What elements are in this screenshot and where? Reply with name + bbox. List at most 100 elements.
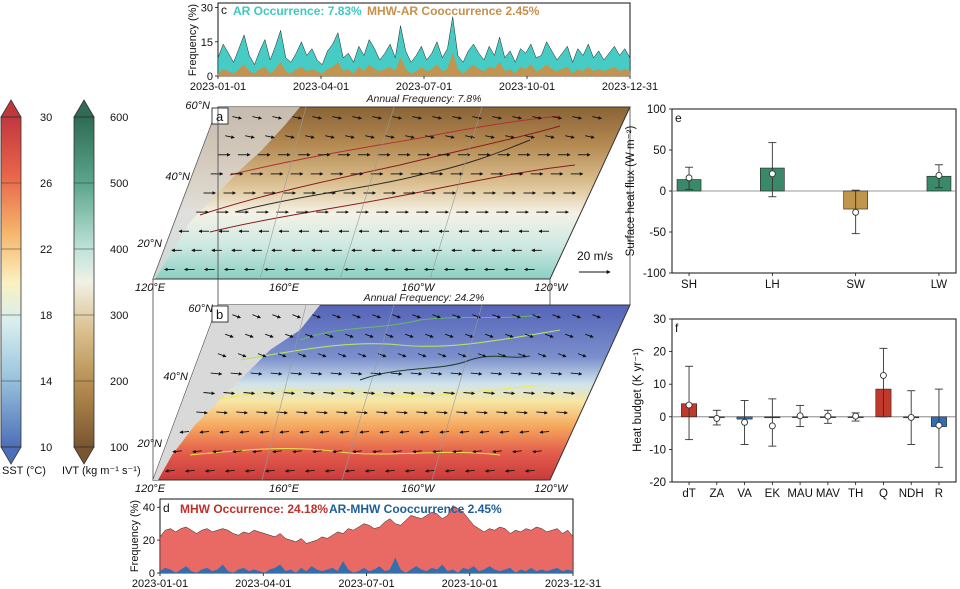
map-a-wind-arrow bbox=[232, 116, 242, 120]
panel-f-xtick-label: EK bbox=[765, 488, 781, 500]
map-b-wind-arrow bbox=[299, 430, 310, 434]
map-b-wind-arrow bbox=[370, 371, 383, 376]
panel-f-marker bbox=[935, 421, 943, 429]
map-b-wind-arrow bbox=[317, 353, 327, 358]
panel-f-xtick-label: ZA bbox=[709, 488, 724, 500]
map-b-wind-arrow bbox=[410, 371, 423, 376]
map-b-wind-arrow bbox=[456, 410, 468, 415]
map-b-wind-arrow bbox=[172, 449, 182, 454]
map-b-wind-arrow bbox=[332, 449, 342, 454]
map-b-wind-arrow bbox=[359, 430, 370, 434]
panel-e-ytick-label: -100 bbox=[643, 268, 666, 280]
panel-d: d MHW Occurrence: 24.18% AR-MHW Cooccurr… bbox=[129, 498, 601, 589]
panel-f-xtick-label: MAV bbox=[816, 488, 840, 500]
map-b-wind-arrow bbox=[336, 410, 348, 415]
map-b-lon-160e: 160°E bbox=[269, 483, 300, 495]
map-b-wind-arrow bbox=[357, 353, 367, 358]
map-a-wind-arrow bbox=[565, 135, 575, 139]
map-b-land bbox=[153, 305, 320, 480]
map-b-wind-arrow bbox=[376, 410, 388, 415]
map-b-wind-arrow bbox=[245, 469, 255, 473]
panel-f-xtick-label: dT bbox=[682, 488, 695, 500]
map-b-wind-arrow bbox=[416, 410, 428, 415]
panel-e-xtick-label: LW bbox=[931, 279, 948, 291]
map-b-wind-arrow bbox=[423, 391, 436, 396]
map-b-letter-box bbox=[211, 305, 229, 323]
panel-d-letter: d bbox=[163, 501, 170, 515]
panel-f-marker bbox=[824, 412, 832, 420]
panel-d-xtick-label: 2023-01-01 bbox=[132, 578, 188, 589]
map-a-wind-arrow bbox=[292, 116, 302, 120]
map-b-lat-20: 20°N bbox=[136, 438, 162, 450]
map-b-wind-arrow bbox=[216, 410, 228, 415]
map-b-wind-arrow bbox=[292, 449, 302, 454]
map-a-letter: a bbox=[216, 109, 224, 124]
map-a-lat-20: 20°N bbox=[136, 238, 162, 250]
map-b-wind-arrow bbox=[385, 333, 394, 338]
panel-c-xtick-label: 2023-01-01 bbox=[190, 81, 246, 93]
map-b-wind-arrow bbox=[516, 410, 528, 415]
map-b-wind-arrow bbox=[305, 333, 314, 338]
panel-f-marker bbox=[741, 418, 749, 426]
map-b-wind-arrow bbox=[436, 410, 448, 415]
map-a-lat-60: 60°N bbox=[185, 100, 210, 112]
map-a-wind-arrow bbox=[445, 135, 455, 139]
map-b-wind-arrow bbox=[232, 314, 241, 319]
map-b-wind-arrow bbox=[252, 314, 261, 319]
panel-f-xtick-label: NDH bbox=[899, 488, 924, 500]
sst-colorbar-tick-label: 18 bbox=[40, 310, 52, 322]
map-b-wind-arrow bbox=[536, 410, 548, 415]
map-b-lon-120e: 120°E bbox=[135, 483, 166, 495]
ivt-colorbar-tick-label: 500 bbox=[110, 178, 128, 190]
map-b-wind-arrow bbox=[479, 430, 490, 434]
map-a-wind-arrow bbox=[352, 116, 362, 120]
map-b-wind-arrow bbox=[557, 353, 567, 358]
map-b-wind-arrow bbox=[512, 314, 521, 319]
map-b-wind-arrow bbox=[272, 314, 281, 319]
panel-f-marker bbox=[685, 401, 693, 409]
map-b-wind-arrow bbox=[237, 353, 247, 358]
sst-colorbar-label: SST (°C) bbox=[2, 465, 46, 477]
map-b-contour-2 bbox=[239, 329, 561, 361]
ivt-colorbar-label: IVT (kg m⁻¹ s⁻¹) bbox=[62, 465, 141, 477]
map-b-wind-arrow bbox=[330, 371, 343, 376]
map-b-wind-arrow bbox=[257, 353, 267, 358]
panel-d-ytick-label: 20 bbox=[143, 535, 155, 547]
panel-f-xtick-label: R bbox=[935, 488, 943, 500]
map-b-wind-arrow bbox=[539, 430, 550, 434]
panel-f-xtick-label: Q bbox=[879, 488, 888, 500]
map-b-wind-arrow bbox=[532, 449, 542, 454]
map-b-wind-arrow bbox=[552, 314, 561, 319]
panel-d-xtick-label: 2023-12-31 bbox=[545, 578, 601, 589]
panel-c-ytick-label: 30 bbox=[201, 3, 213, 15]
panel-f-marker bbox=[713, 414, 721, 422]
map-a-wind-arrow bbox=[265, 135, 275, 139]
map-a: a Annual Frequency: 7.8% 60°N 40°N 20°N … bbox=[135, 93, 631, 294]
map-b-wind-arrow bbox=[385, 469, 395, 473]
map-a-wind-arrow bbox=[585, 135, 595, 139]
map-b-wind-arrow bbox=[492, 449, 502, 454]
map-b-wind-arrow bbox=[310, 371, 323, 376]
panel-d-ytick-label: 40 bbox=[143, 502, 155, 514]
map-b-wind-arrow bbox=[303, 391, 316, 396]
panel-e-xtick-label: LH bbox=[765, 279, 780, 291]
panel-e-xtick-label: SH bbox=[681, 279, 697, 291]
map-b-wind-arrow bbox=[270, 371, 283, 376]
map-b-contour-5 bbox=[189, 448, 501, 456]
map-b-wind-arrow bbox=[483, 391, 496, 396]
map-a-wind-arrow bbox=[485, 135, 495, 139]
map-a-wind-arrow bbox=[412, 116, 422, 120]
map-b-wind-arrow bbox=[219, 430, 230, 434]
map-a-wind-arrow bbox=[285, 135, 295, 139]
map-a-wind-arrow bbox=[312, 116, 322, 120]
map-b-wind-arrow bbox=[259, 430, 270, 434]
map-b-wind-arrow bbox=[179, 430, 190, 434]
map-b-wind-arrow bbox=[505, 469, 515, 473]
map-a-land bbox=[153, 107, 300, 279]
map-b-wind-arrow bbox=[365, 469, 375, 473]
panel-f-marker bbox=[879, 371, 887, 379]
map-a-wind-arrow bbox=[572, 116, 582, 120]
sst-colorbar: 30 26 22 18 14 10 SST (°C) bbox=[0, 99, 52, 477]
panel-c-letter: c bbox=[221, 3, 227, 17]
map-a-wind-arrow bbox=[532, 116, 542, 120]
